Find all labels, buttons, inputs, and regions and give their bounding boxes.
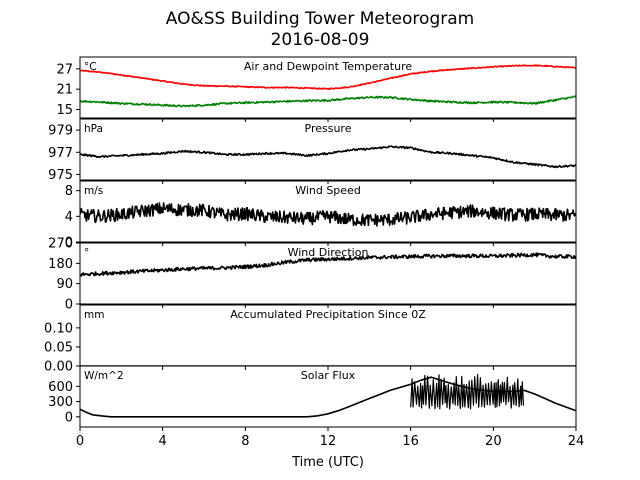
x-tick-label: 16 — [402, 434, 419, 449]
y-tick-label: 0 — [65, 298, 73, 313]
panel-unit-label: mm — [84, 309, 104, 321]
figure-title-line2: 2016-08-09 — [271, 30, 370, 50]
series-line-6-2 — [410, 373, 525, 410]
y-tick-label: 27 — [56, 62, 73, 77]
y-tick-label: 0 — [65, 236, 73, 251]
y-tick-label: 979 — [48, 124, 73, 139]
y-tick-label: 15 — [56, 103, 73, 118]
panel-4-series — [80, 252, 576, 277]
panel-1: 15 21 27 °C Air and Dewpoint Temperature — [56, 56, 577, 122]
x-tick-label: 4 — [159, 434, 167, 449]
panel-5: 0.00 0.05 0.10 mm Accumulated Precipitation … — [44, 304, 577, 375]
y-tick-label: 0.10 — [44, 321, 73, 336]
series-line-4-1 — [80, 252, 576, 277]
series-line-1-1 — [80, 64, 576, 90]
panel-4: 0 90 180 270 ° Wind Direction — [48, 237, 577, 313]
x-tick-label: 12 — [320, 434, 337, 449]
panel-unit-label: ° — [84, 247, 89, 259]
panel-title: Wind Speed — [295, 184, 361, 197]
panel-title: Air and Dewpoint Temperature — [244, 60, 412, 73]
panel-unit-label: hPa — [84, 123, 103, 135]
series-line-1-2 — [80, 95, 576, 108]
x-tick-label: 24 — [568, 434, 585, 449]
panel-unit-label: W/m^2 — [84, 370, 124, 382]
x-tick-label: 20 — [485, 434, 502, 449]
y-tick-label: 180 — [48, 257, 73, 272]
y-tick-label: 0 — [65, 410, 73, 425]
panel-3: 0 4 8 m/s Wind Speed — [65, 180, 577, 251]
y-tick-label: 0.05 — [44, 340, 73, 355]
panel-1-series — [80, 64, 576, 108]
panel-unit-label: m/s — [84, 185, 103, 197]
series-line-3-1 — [80, 202, 576, 227]
panel-2: 975 977 979 hPa Pressure — [48, 118, 577, 184]
y-tick-label: 270 — [48, 237, 73, 252]
x-axis-label: Time (UTC) — [291, 455, 364, 470]
figure-title-line1: AO&SS Building Tower Meteorogram — [166, 9, 474, 29]
y-tick-label: 4 — [65, 210, 73, 225]
panel-unit-label: °C — [84, 61, 97, 73]
y-tick-label: 8 — [65, 184, 73, 199]
panel-2-series — [80, 145, 576, 169]
panel-6-series — [80, 373, 576, 418]
y-tick-label: 21 — [56, 83, 73, 98]
y-tick-label: 600 — [48, 380, 73, 395]
y-tick-label: 90 — [56, 277, 73, 292]
panel-title: Pressure — [305, 122, 352, 135]
y-tick-label: 300 — [48, 395, 73, 410]
x-tick-label: 8 — [241, 434, 249, 449]
series-line-2-1 — [80, 145, 576, 169]
y-tick-label: 0.00 — [44, 360, 73, 375]
panel-title: Solar Flux — [301, 369, 356, 382]
panel-title: Accumulated Precipitation Since 0Z — [230, 308, 426, 321]
panel-3-series — [80, 202, 576, 227]
x-tick-label: 0 — [76, 434, 84, 449]
y-tick-label: 975 — [48, 168, 73, 183]
panel-title: Wind Direction — [288, 246, 369, 259]
y-tick-label: 977 — [48, 146, 73, 161]
